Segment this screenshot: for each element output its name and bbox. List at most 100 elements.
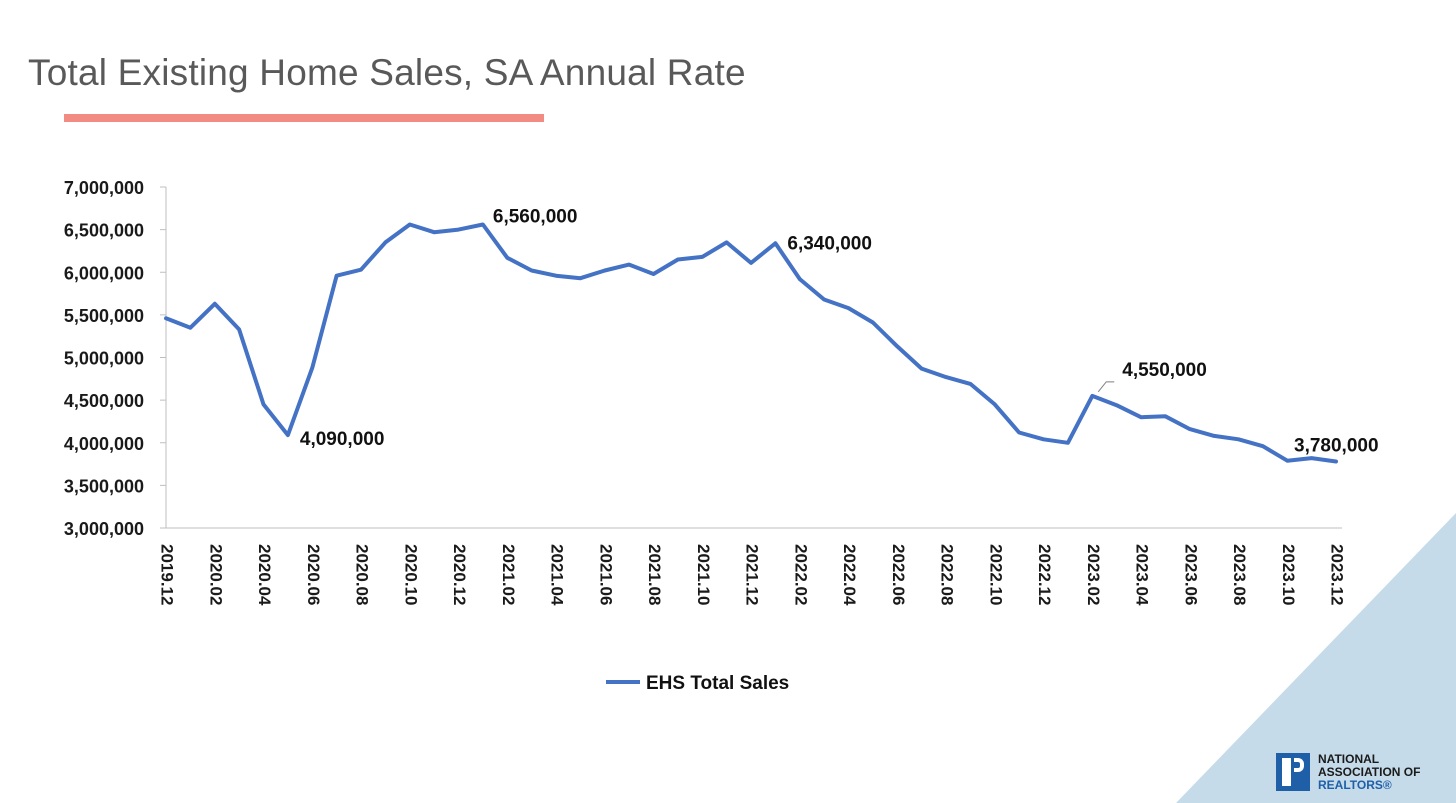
x-tick-label: 2023.08 (1230, 544, 1249, 605)
realtor-r-icon (1276, 753, 1310, 791)
data-point[interactable] (164, 316, 168, 320)
data-point[interactable] (822, 298, 826, 302)
data-point[interactable] (262, 402, 266, 406)
data-point[interactable] (530, 269, 534, 273)
data-point[interactable] (432, 230, 436, 234)
data-point[interactable] (1188, 427, 1192, 431)
x-tick-label: 2021.08 (645, 544, 664, 605)
y-tick-label: 4,000,000 (64, 434, 144, 454)
data-point[interactable] (1310, 456, 1314, 460)
x-axis: 2019.12 2020.02 2020.04 2020.06 2020.08 2020.… (158, 527, 1347, 606)
x-tick-label: 2021.02 (499, 544, 518, 605)
x-tick-label: 2023.10 (1279, 544, 1298, 605)
x-tick-label: 2021.10 (694, 544, 713, 605)
x-tick-label: 2020.02 (206, 544, 225, 605)
data-point[interactable] (773, 241, 777, 245)
data-point[interactable] (920, 367, 924, 371)
data-point[interactable] (798, 277, 802, 281)
data-point[interactable] (1017, 431, 1021, 435)
data-label: 3,780,000 (1294, 436, 1379, 457)
data-point[interactable] (627, 263, 631, 267)
logo-line-1: NATIONAL (1318, 751, 1380, 766)
data-point[interactable] (652, 272, 656, 276)
data-point[interactable] (310, 366, 314, 370)
y-axis: 3,000,000 3,500,000 4,000,000 4,500,000 5,00… (64, 178, 167, 539)
x-tick-label: 2021.04 (548, 544, 567, 606)
data-point[interactable] (335, 274, 339, 278)
legend[interactable]: EHS Total Sales (606, 673, 789, 694)
data-point[interactable] (1066, 441, 1070, 445)
data-point[interactable] (359, 268, 363, 272)
x-tick-label: 2022.04 (840, 544, 859, 606)
data-point[interactable] (603, 269, 607, 273)
nar-logo: NATIONAL ASSOCIATION OF REALTORS® (1276, 750, 1448, 794)
data-point[interactable] (213, 302, 217, 306)
data-point[interactable] (871, 321, 875, 325)
x-tick-label: 2020.12 (450, 544, 469, 605)
x-tick-label: 2022.02 (791, 544, 810, 605)
x-tick-label: 2023.02 (1084, 544, 1103, 605)
data-point[interactable] (847, 306, 851, 310)
data-label: 6,340,000 (787, 233, 872, 254)
x-tick-label: 2022.08 (938, 544, 957, 605)
y-tick-label: 6,500,000 (64, 221, 144, 241)
y-tick-label: 3,500,000 (64, 476, 144, 496)
data-point[interactable] (457, 228, 461, 232)
data-point[interactable] (408, 223, 412, 227)
data-point[interactable] (481, 223, 485, 227)
data-point[interactable] (725, 240, 729, 244)
data-point[interactable] (1237, 437, 1241, 441)
y-tick-label: 4,500,000 (64, 391, 144, 411)
data-point[interactable] (1261, 444, 1265, 448)
x-tick-label: 2022.10 (986, 544, 1005, 605)
data-point[interactable] (1285, 459, 1289, 463)
data-point[interactable] (944, 375, 948, 379)
data-point[interactable] (383, 240, 387, 244)
data-point[interactable] (286, 433, 290, 437)
data-point[interactable] (554, 274, 558, 278)
data-point[interactable] (188, 326, 192, 330)
data-point[interactable] (578, 276, 582, 280)
x-tick-label: 2020.06 (304, 544, 323, 605)
x-tick-label: 2021.12 (743, 544, 762, 605)
data-labels: 4,090,000 6,560,000 6,340,000 4,550,000 3,78… (300, 207, 1379, 457)
data-point[interactable] (1212, 434, 1216, 438)
y-tick-label: 5,500,000 (64, 306, 144, 326)
x-tick-label: 2023.12 (1328, 544, 1347, 605)
data-label-leader (1097, 381, 1115, 393)
page-title: Total Existing Home Sales, SA Annual Rat… (28, 52, 746, 93)
x-tick-label: 2020.04 (255, 544, 274, 606)
x-tick-label: 2021.06 (596, 544, 615, 605)
data-point[interactable] (237, 327, 241, 331)
y-tick-label: 3,000,000 (64, 519, 144, 539)
logo-line-2: ASSOCIATION OF (1318, 764, 1421, 779)
x-tick-label: 2022.06 (889, 544, 908, 605)
x-tick-label: 2022.12 (1035, 544, 1054, 605)
data-label: 4,550,000 (1122, 360, 1207, 381)
data-point[interactable] (1139, 415, 1143, 419)
x-tick-label: 2020.10 (401, 544, 420, 605)
data-label: 6,560,000 (493, 207, 578, 228)
data-point[interactable] (1115, 403, 1119, 407)
corner-decoration (1176, 513, 1456, 803)
data-label: 4,090,000 (300, 429, 385, 450)
data-point[interactable] (968, 382, 972, 386)
data-point[interactable] (1090, 394, 1094, 398)
data-point[interactable] (749, 261, 753, 265)
data-point[interactable] (505, 256, 509, 260)
data-point[interactable] (700, 255, 704, 259)
y-tick-label: 5,000,000 (64, 349, 144, 369)
y-tick-label: 7,000,000 (64, 178, 144, 198)
x-tick-label: 2023.04 (1133, 544, 1152, 606)
data-point[interactable] (993, 402, 997, 406)
series-line-ehs-total-sales[interactable] (164, 222, 1338, 464)
logo-line-3: REALTORS® (1318, 777, 1392, 792)
series-group (164, 222, 1338, 464)
data-point[interactable] (1163, 414, 1167, 418)
y-tick-label: 6,000,000 (64, 263, 144, 283)
nar-logo-text: NATIONAL ASSOCIATION OF REALTORS® (1318, 751, 1421, 792)
data-point[interactable] (1334, 460, 1338, 464)
data-point[interactable] (1042, 437, 1046, 441)
data-point[interactable] (895, 344, 899, 348)
data-point[interactable] (676, 257, 680, 261)
